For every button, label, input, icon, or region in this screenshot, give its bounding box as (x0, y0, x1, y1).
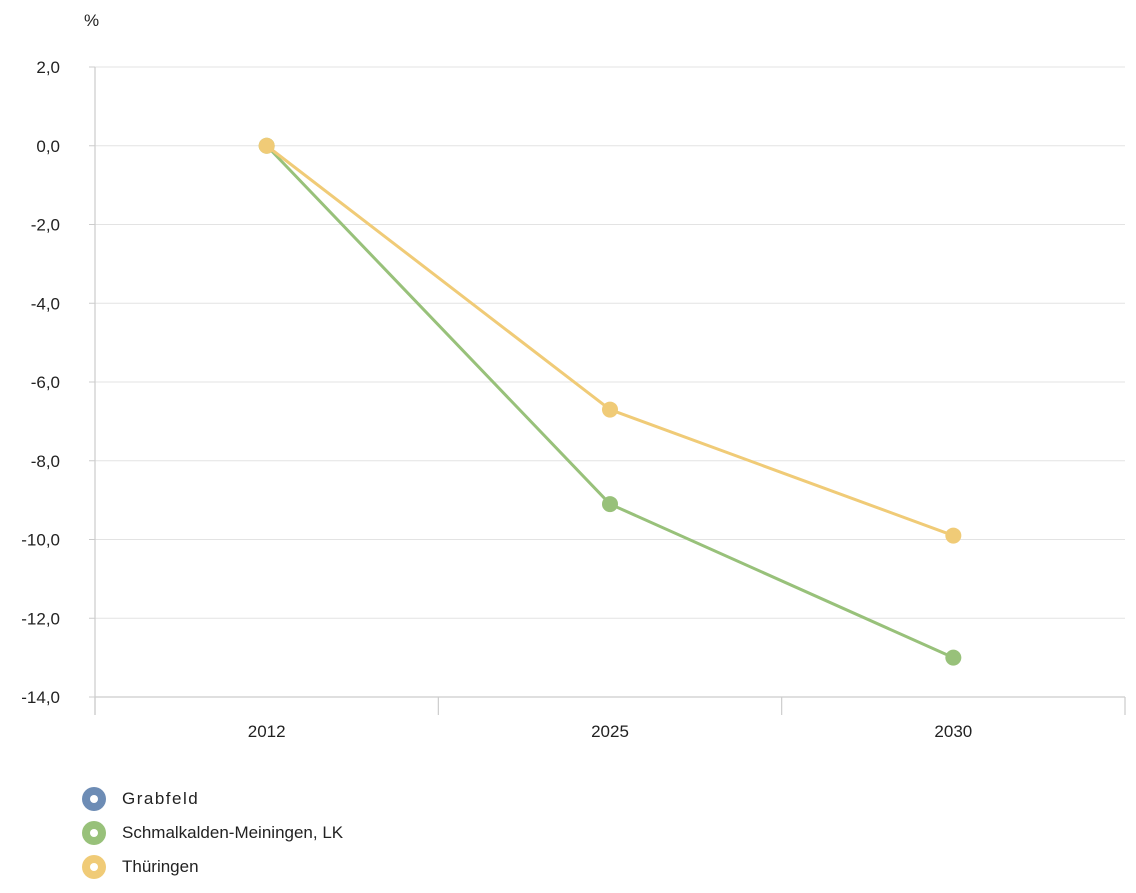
legend-marker-icon (82, 855, 106, 879)
legend-label: Thüringen (122, 857, 199, 876)
legend-label: Schmalkalden-Meiningen, LK (122, 823, 344, 842)
legend-marker-icon (82, 821, 106, 845)
y-tick-label: -4,0 (31, 294, 60, 313)
x-tick-label: 2012 (248, 722, 286, 741)
series-line (265, 144, 954, 537)
line-chart: % 2,00,0-2,0-4,0-6,0-8,0-10,0-12,0-14,0 … (21, 11, 1126, 741)
grid-lines (95, 66, 1125, 619)
axes (94, 67, 1125, 715)
y-tick-label: -14,0 (21, 688, 60, 707)
data-point[interactable] (602, 496, 618, 513)
y-tick-label: -2,0 (31, 216, 60, 235)
y-tick-label: -8,0 (31, 452, 60, 471)
legend: Grabfeld Schmalkalden-Meiningen, LK Thürin… (82, 782, 343, 884)
x-axis-ticks: 2012 2025 2030 (94, 697, 1126, 741)
x-tick-label: 2030 (934, 722, 972, 741)
series-2 (258, 137, 962, 544)
y-axis-unit-label: % (84, 11, 99, 30)
y-tick-label: -10,0 (21, 531, 60, 550)
data-point[interactable] (258, 137, 275, 154)
x-tick-label: 2025 (591, 722, 629, 741)
legend-item[interactable]: Schmalkalden-Meiningen, LK (82, 816, 343, 850)
y-axis-ticks: 2,0 0,0 -2,0 -4,0 -6,0 -8,0 -10,0 -12,0 -14,0 (21, 58, 95, 707)
data-point[interactable] (945, 649, 962, 666)
legend-item[interactable]: Thüringen (82, 850, 343, 884)
data-point[interactable] (945, 527, 962, 544)
y-tick-label: -12,0 (21, 609, 60, 628)
data-point[interactable] (602, 401, 618, 418)
legend-marker-icon (82, 787, 106, 811)
series-layer (258, 137, 962, 666)
y-tick-label: 2,0 (36, 58, 60, 77)
y-tick-label: -6,0 (31, 373, 60, 392)
y-tick-label: 0,0 (36, 137, 60, 156)
legend-item[interactable]: Grabfeld (82, 782, 343, 816)
legend-label: Grabfeld (122, 789, 200, 808)
